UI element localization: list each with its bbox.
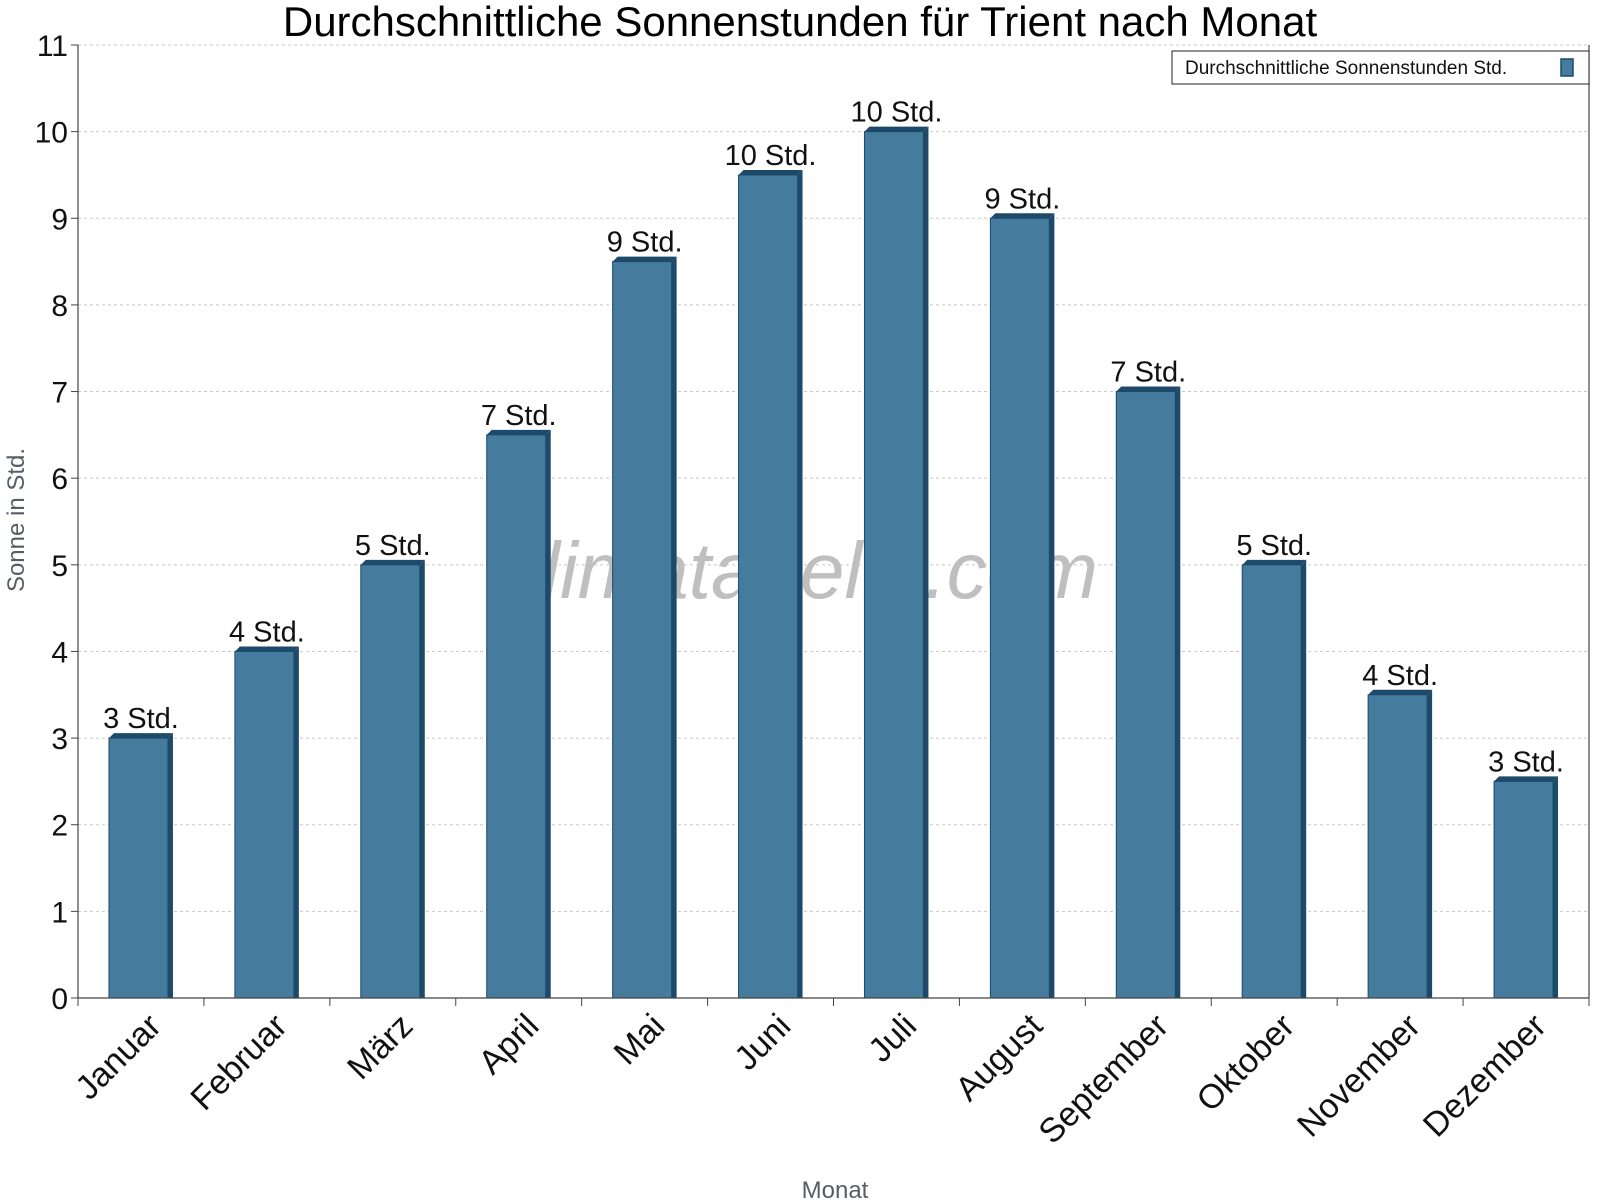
x-tick-label: November — [1290, 1007, 1428, 1145]
bar-value-label: 7 Std. — [1110, 357, 1186, 389]
bar-front — [738, 174, 799, 999]
bar-front — [1241, 564, 1302, 999]
x-tick-label: Juli — [861, 1007, 924, 1070]
y-tick-label: 10 — [35, 117, 68, 150]
bar-side — [923, 126, 929, 999]
bar-value-label: 9 Std. — [984, 183, 1060, 215]
bar-side — [167, 733, 173, 998]
x-tick-label: Februar — [183, 1007, 294, 1118]
bar — [1367, 689, 1433, 999]
bar-value-label: 3 Std. — [1488, 746, 1564, 778]
bar-top — [108, 733, 173, 739]
y-tick-label: 7 — [51, 377, 68, 410]
bar-front — [989, 217, 1050, 999]
legend-swatch — [1560, 58, 1574, 77]
bar-side — [293, 646, 299, 998]
bar-front — [486, 434, 547, 999]
bar-value-label: 10 Std. — [725, 140, 817, 172]
x-tick-label: Mai — [607, 1007, 673, 1073]
bar-value-label: 5 Std. — [355, 530, 431, 562]
bar-side — [797, 169, 803, 999]
bar-front — [1367, 694, 1428, 999]
x-tick-label: Oktober — [1189, 1007, 1301, 1119]
bar — [738, 169, 803, 999]
bar — [863, 126, 929, 999]
bar-labels: 3 Std. 4 Std. 5 Std. 7 Std. 9 Std. 10 Std. 10 … — [103, 97, 1564, 779]
x-tick-label: Juni — [727, 1007, 798, 1078]
bar-top — [234, 646, 299, 652]
bar-side — [1049, 213, 1055, 999]
bar-top — [1242, 559, 1307, 565]
axes — [77, 45, 1590, 999]
bar — [360, 559, 425, 999]
x-tick-label: August — [948, 1006, 1050, 1108]
bar-value-label: 10 Std. — [851, 97, 943, 129]
bar-top — [1368, 689, 1433, 695]
bar-value-label: 9 Std. — [607, 227, 683, 259]
y-tick-label: 11 — [37, 30, 68, 63]
bar-value-label: 3 Std. — [103, 703, 179, 735]
bar-front — [1493, 780, 1554, 999]
y-tick-label: 2 — [51, 810, 68, 843]
bar-front — [234, 650, 295, 999]
x-tick-label: Dezember — [1416, 1007, 1554, 1145]
bar-side — [419, 559, 425, 998]
y-axis-title: Sonne in Std. — [3, 448, 30, 592]
bar-side — [1553, 776, 1559, 998]
bar — [612, 256, 677, 999]
bar — [989, 213, 1055, 999]
y-tick-label: 6 — [51, 463, 68, 496]
bar — [486, 429, 551, 999]
bars — [108, 126, 1559, 999]
bar-value-label: 4 Std. — [1362, 660, 1438, 692]
bar-side — [1175, 386, 1181, 999]
bar-top — [864, 126, 929, 132]
bar-top — [1494, 776, 1559, 782]
bar-value-label: 7 Std. — [481, 400, 557, 432]
legend-box — [1171, 50, 1590, 85]
bar-side — [1427, 689, 1433, 998]
bar-top — [1116, 386, 1181, 392]
x-tick-label: März — [340, 1007, 420, 1087]
bar — [1241, 559, 1307, 999]
bar — [108, 733, 173, 999]
chart-title: Durchschnittliche Sonnenstunden für Trie… — [283, 0, 1318, 45]
legend-label: Durchschnittliche Sonnenstunden Std. — [1185, 58, 1507, 79]
bar-front — [360, 564, 421, 999]
bar-front — [612, 261, 673, 999]
bar-top — [738, 169, 803, 175]
y-tick-label: 4 — [51, 636, 68, 669]
y-tick-label: 3 — [51, 723, 68, 756]
bar — [1493, 776, 1559, 999]
bar-top — [360, 559, 425, 565]
y-tick-label: 8 — [51, 290, 68, 323]
bar — [234, 646, 299, 999]
bar-side — [545, 429, 551, 998]
x-tick-label: September — [1031, 1007, 1175, 1151]
y-tick-label: 1 — [51, 896, 68, 929]
bar-side — [671, 256, 677, 998]
bar-front — [108, 737, 169, 999]
x-tick-label: April — [471, 1007, 546, 1082]
x-axis-title: Monat — [802, 1177, 869, 1200]
bar — [1115, 386, 1181, 999]
grid — [78, 44, 1589, 912]
bar-front — [1115, 391, 1176, 999]
y-tick-label: 5 — [51, 550, 68, 583]
bar-value-label: 5 Std. — [1236, 530, 1312, 562]
bar-top — [486, 429, 551, 435]
legend: Durchschnittliche Sonnenstunden Std. — [1171, 50, 1590, 85]
bar-front — [863, 131, 924, 999]
y-tick-label: 9 — [51, 203, 68, 236]
x-tick-label: Januar — [68, 1007, 168, 1107]
bar-side — [1301, 559, 1307, 998]
bar-top — [990, 213, 1055, 219]
bar-value-label: 4 Std. — [229, 616, 305, 648]
bar-top — [612, 256, 677, 262]
y-tick-label: 0 — [51, 983, 68, 1016]
